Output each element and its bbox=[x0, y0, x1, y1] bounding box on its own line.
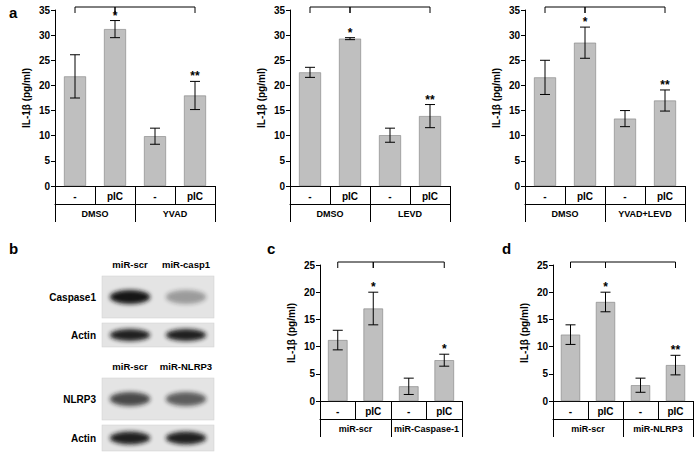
svg-text:IL-1β (pg/ml): IL-1β (pg/ml) bbox=[286, 303, 297, 363]
svg-text:5: 5 bbox=[279, 155, 285, 166]
svg-text:miR-Caspase-1: miR-Caspase-1 bbox=[394, 424, 459, 434]
svg-text:30: 30 bbox=[509, 30, 521, 41]
svg-text:miR-NLRP3: miR-NLRP3 bbox=[160, 361, 212, 372]
svg-text:10: 10 bbox=[39, 130, 51, 141]
svg-text:5: 5 bbox=[44, 155, 50, 166]
svg-text:pIC: pIC bbox=[436, 406, 452, 417]
svg-text:-: - bbox=[73, 191, 76, 202]
svg-text:Caspase1: Caspase1 bbox=[49, 292, 96, 303]
svg-text:35: 35 bbox=[274, 5, 286, 16]
svg-text:DMSO: DMSO bbox=[317, 209, 344, 219]
svg-text:20: 20 bbox=[537, 287, 549, 298]
svg-text:-: - bbox=[407, 406, 410, 417]
svg-text:YVAD: YVAD bbox=[163, 209, 188, 219]
svg-text:IL-1β (pg/ml): IL-1β (pg/ml) bbox=[491, 68, 502, 128]
svg-text:25: 25 bbox=[39, 55, 51, 66]
svg-text:DMSO: DMSO bbox=[82, 209, 109, 219]
svg-text:pIC: pIC bbox=[365, 406, 381, 417]
svg-text:YVAD+LEVD: YVAD+LEVD bbox=[618, 209, 672, 219]
svg-text:pIC: pIC bbox=[422, 191, 438, 202]
svg-text:c: c bbox=[267, 240, 275, 257]
svg-text:20: 20 bbox=[304, 287, 316, 298]
svg-text:15: 15 bbox=[304, 314, 316, 325]
svg-text:30: 30 bbox=[274, 30, 286, 41]
svg-text:IL-1β (pg/ml): IL-1β (pg/ml) bbox=[256, 68, 267, 128]
svg-text:25: 25 bbox=[304, 260, 316, 271]
svg-text:-: - bbox=[569, 406, 572, 417]
svg-text:pIC: pIC bbox=[657, 191, 673, 202]
svg-text:**: ** bbox=[190, 69, 200, 83]
svg-text:pIC: pIC bbox=[667, 406, 683, 417]
svg-text:-: - bbox=[336, 406, 339, 417]
svg-text:d: d bbox=[502, 240, 511, 257]
svg-text:5: 5 bbox=[514, 155, 520, 166]
svg-text:Actin: Actin bbox=[71, 433, 96, 444]
svg-text:Actin: Actin bbox=[71, 330, 96, 341]
svg-text:20: 20 bbox=[509, 80, 521, 91]
svg-text:35: 35 bbox=[509, 5, 521, 16]
svg-text:miR-scr: miR-scr bbox=[112, 361, 148, 372]
svg-text:IL-1β (pg/ml): IL-1β (pg/ml) bbox=[21, 68, 32, 128]
svg-text:**: ** bbox=[425, 93, 435, 107]
svg-text:20: 20 bbox=[274, 80, 286, 91]
svg-text:0: 0 bbox=[279, 181, 285, 192]
svg-text:*: * bbox=[442, 342, 447, 356]
svg-text:5: 5 bbox=[542, 368, 548, 379]
svg-text:pIC: pIC bbox=[597, 406, 613, 417]
svg-text:15: 15 bbox=[537, 314, 549, 325]
svg-text:0: 0 bbox=[542, 396, 548, 407]
svg-text:15: 15 bbox=[39, 105, 51, 116]
svg-text:-: - bbox=[308, 191, 311, 202]
svg-text:25: 25 bbox=[537, 260, 549, 271]
svg-text:-: - bbox=[388, 191, 391, 202]
svg-text:pIC: pIC bbox=[187, 191, 203, 202]
svg-text:0: 0 bbox=[514, 181, 520, 192]
svg-text:10: 10 bbox=[304, 341, 316, 352]
svg-text:10: 10 bbox=[537, 341, 549, 352]
svg-text:LEVD: LEVD bbox=[398, 209, 423, 219]
svg-text:10: 10 bbox=[509, 130, 521, 141]
svg-text:pIC: pIC bbox=[107, 191, 123, 202]
svg-text:*: * bbox=[583, 15, 588, 29]
svg-text:-: - bbox=[623, 191, 626, 202]
svg-text:miR-NLRP3: miR-NLRP3 bbox=[633, 424, 683, 434]
svg-text:**: ** bbox=[671, 343, 681, 357]
svg-text:*: * bbox=[348, 26, 353, 40]
svg-text:DMSO: DMSO bbox=[552, 209, 579, 219]
svg-text:pIC: pIC bbox=[342, 191, 358, 202]
svg-text:a: a bbox=[9, 4, 18, 21]
svg-text:-: - bbox=[153, 191, 156, 202]
svg-text:0: 0 bbox=[44, 181, 50, 192]
svg-text:b: b bbox=[9, 240, 18, 257]
svg-text:-: - bbox=[543, 191, 546, 202]
svg-text:30: 30 bbox=[39, 30, 51, 41]
svg-text:*: * bbox=[603, 280, 608, 294]
svg-text:35: 35 bbox=[39, 5, 51, 16]
svg-text:15: 15 bbox=[509, 105, 521, 116]
svg-text:25: 25 bbox=[509, 55, 521, 66]
svg-text:-: - bbox=[639, 406, 642, 417]
svg-text:5: 5 bbox=[309, 368, 315, 379]
svg-text:*: * bbox=[371, 280, 376, 294]
svg-text:**: ** bbox=[660, 78, 670, 92]
svg-text:miR-casp1: miR-casp1 bbox=[162, 259, 211, 270]
svg-text:NLRP3: NLRP3 bbox=[63, 394, 96, 405]
svg-text:miR-scr: miR-scr bbox=[112, 259, 148, 270]
svg-text:0: 0 bbox=[309, 396, 315, 407]
svg-text:pIC: pIC bbox=[577, 191, 593, 202]
svg-text:25: 25 bbox=[274, 55, 286, 66]
svg-text:IL-1β (pg/ml): IL-1β (pg/ml) bbox=[519, 303, 530, 363]
svg-text:20: 20 bbox=[39, 80, 51, 91]
svg-text:miR-scr: miR-scr bbox=[339, 424, 373, 434]
svg-text:10: 10 bbox=[274, 130, 286, 141]
svg-text:15: 15 bbox=[274, 105, 286, 116]
svg-text:miR-scr: miR-scr bbox=[571, 424, 605, 434]
